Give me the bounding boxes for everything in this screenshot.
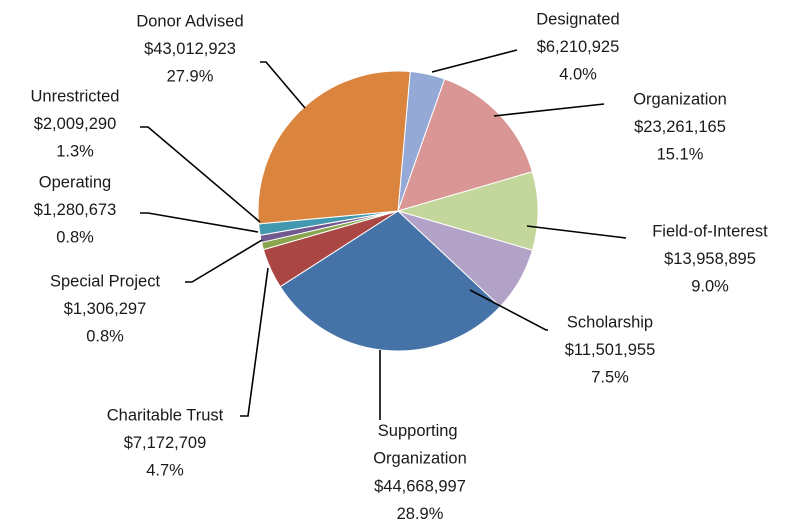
percent-label: 15.1%: [657, 145, 704, 163]
value-label: $6,210,925: [537, 38, 620, 56]
value-label: $43,012,923: [144, 40, 236, 58]
slice-name: Donor Advised: [136, 12, 243, 30]
value-label: $44,668,997: [374, 477, 466, 495]
slice-name: Scholarship: [567, 313, 653, 331]
leader-line: [240, 267, 269, 417]
leader-line: [493, 103, 605, 117]
slice-name: Designated: [536, 10, 619, 28]
leader-line: [140, 126, 261, 223]
leader-line: [526, 225, 627, 239]
percent-label: 7.5%: [591, 368, 629, 386]
pie-slice: [396, 171, 539, 251]
leader-line: [469, 289, 548, 331]
value-label: $11,501,955: [565, 341, 656, 359]
slice-name: Operating: [39, 173, 111, 191]
slice-name: Charitable Trust: [107, 406, 224, 424]
leader-line: [431, 49, 518, 73]
percent-label: 4.7%: [146, 461, 184, 479]
leader-line: [260, 61, 306, 109]
percent-label: 1.3%: [56, 142, 94, 160]
percent-label: 0.8%: [86, 327, 124, 345]
slice-name: Supporting Organization: [373, 422, 467, 468]
slice-name: Unrestricted: [31, 87, 120, 105]
percent-label: 9.0%: [691, 277, 729, 295]
value-label: $1,280,673: [34, 201, 117, 219]
pie-slice: [257, 70, 411, 225]
value-label: $2,009,290: [34, 115, 117, 133]
percent-label: 0.8%: [56, 228, 94, 246]
percent-label: 28.9%: [397, 505, 444, 521]
value-label: $1,306,297: [64, 300, 147, 318]
value-label: $23,261,165: [634, 118, 726, 136]
slice-name: Organization: [633, 90, 727, 108]
value-label: $7,172,709: [124, 434, 207, 452]
pie-slice: [279, 210, 501, 352]
leader-line: [185, 239, 263, 283]
percent-label: 4.0%: [559, 65, 597, 83]
leader-line: [140, 212, 259, 233]
slice-name: Special Project: [50, 272, 160, 290]
value-label: $13,958,895: [664, 250, 756, 268]
slice-name: Field-of-Interest: [652, 222, 768, 240]
percent-label: 27.9%: [167, 67, 214, 85]
